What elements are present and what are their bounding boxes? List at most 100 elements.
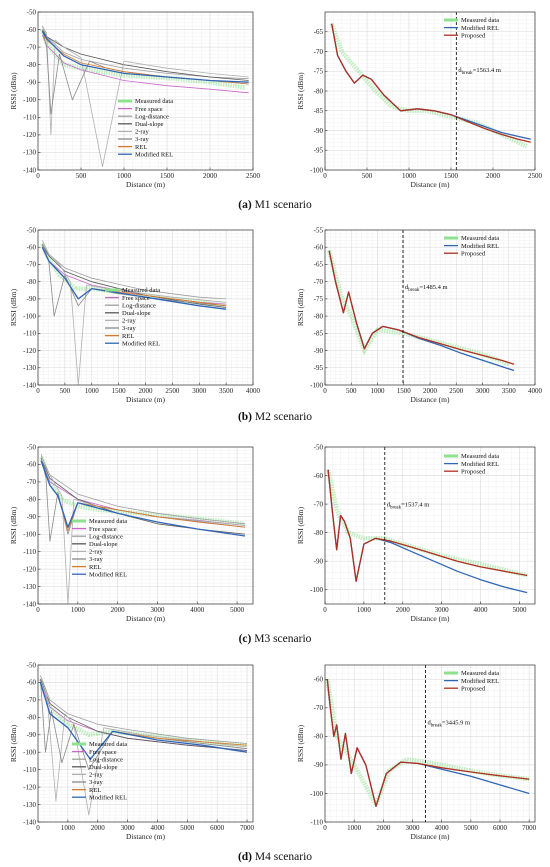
panel-8-x-tick-label: 2000 bbox=[376, 824, 391, 832]
panel-4-x-tick-label: 0 bbox=[323, 387, 327, 395]
panel-7-series-log-distance bbox=[40, 675, 248, 744]
panel-5-series-modified-rel bbox=[40, 460, 246, 537]
panel-4-x-tick-label: 1500 bbox=[397, 387, 412, 395]
panel-4-y-axis-label: RSSI (dBm) bbox=[296, 288, 305, 326]
panel-7-x-tick-label: 0 bbox=[36, 824, 40, 832]
panel-3-y-tick-label: -100 bbox=[23, 312, 36, 320]
panel-5-legend-label: Measured data bbox=[89, 518, 127, 525]
panel-7-y-tick-label: -130 bbox=[23, 801, 36, 809]
panel-4-series-proposed bbox=[328, 250, 515, 365]
panel-1-series-free-space bbox=[41, 34, 249, 94]
panel-5-y-tick-label: -50 bbox=[27, 443, 37, 451]
panel-3-x-tick-label: 500 bbox=[60, 387, 71, 395]
panel-1-series-dual-slope bbox=[41, 29, 249, 81]
panel-2-y-axis-label: RSSI (dBm) bbox=[296, 72, 305, 110]
panel-3-legend-label: Log-distance bbox=[122, 302, 156, 309]
panel-5-x-tick-label: 5000 bbox=[230, 606, 245, 614]
panel-8-x-tick-label: 7000 bbox=[522, 824, 537, 832]
panel-7-legend-label: Free space bbox=[89, 749, 117, 756]
panel-6-x-tick-label: 5000 bbox=[512, 606, 527, 614]
panel-3-y-tick-label: -80 bbox=[27, 278, 37, 286]
panel-1-series-2-ray bbox=[41, 25, 249, 167]
panel-7-legend-label: Measured data bbox=[89, 741, 127, 748]
panel-4-y-tick-label: -70 bbox=[314, 278, 324, 286]
panel-1-series-measured-data bbox=[40, 28, 245, 90]
panel-7-series-modified-rel bbox=[39, 682, 248, 760]
panel-1-x-tick-label: 1000 bbox=[117, 172, 132, 180]
panel-8-y-axis-label: RSSI (dBm) bbox=[296, 724, 305, 762]
panel-7-x-tick-label: 2000 bbox=[91, 824, 106, 832]
panel-2-dbreak-label: dbreak=1563.4 m bbox=[458, 67, 501, 76]
panel-2-x-tick-label: 0 bbox=[323, 172, 327, 180]
panel-2-series bbox=[329, 23, 531, 149]
panel-3-legend-label: 2-ray bbox=[122, 318, 136, 325]
panel-8-x-tick-label: 3000 bbox=[406, 824, 421, 832]
panel-6-y-axis-label: RSSI (dBm) bbox=[296, 506, 305, 544]
panel-1-x-tick-label: 500 bbox=[76, 172, 87, 180]
panel-6-y-tick-label: -60 bbox=[314, 472, 324, 480]
panel-7-legend-label: REL bbox=[89, 787, 101, 794]
panel-7-legend-label: 3-ray bbox=[89, 779, 103, 786]
panel-3-x-tick-label: 4000 bbox=[246, 387, 261, 395]
panel-8-frame bbox=[324, 664, 536, 823]
panel-8-y-tick-label: -70 bbox=[314, 704, 324, 712]
panel-1-x-tick-label: 2500 bbox=[246, 172, 261, 180]
panel-8-grid bbox=[324, 665, 536, 823]
panel-1-y-tick-label: -80 bbox=[27, 61, 37, 69]
panel-7-y-tick-label: -90 bbox=[27, 731, 37, 739]
panel-3-grid bbox=[37, 229, 254, 386]
panel-4-x-tick-label: 2000 bbox=[423, 387, 438, 395]
panel-3-series bbox=[40, 240, 227, 385]
panel-2-series-measured-data bbox=[329, 23, 528, 149]
panel-1-x-axis-label: Distance (m) bbox=[126, 180, 165, 189]
panel-2: dbreak=1563.4 m 0 500 1000 1500 2000 2500 -100 -… bbox=[296, 11, 543, 189]
panel-5-y-tick-label: -100 bbox=[23, 531, 36, 539]
panel-2-y-tick-label: -100 bbox=[310, 166, 323, 174]
panel-5-x-tick-label: 2000 bbox=[111, 606, 126, 614]
panel-8-series bbox=[325, 678, 530, 811]
panel-1-series bbox=[40, 25, 249, 167]
panel-6-y-tick-label: -70 bbox=[314, 500, 324, 508]
panel-7-y-tick-label: -60 bbox=[27, 679, 37, 687]
panel-1-y-tick-label: -70 bbox=[27, 43, 37, 51]
panel-2-x-tick-label: 1500 bbox=[444, 172, 459, 180]
panel-6-x-tick-label: 2000 bbox=[396, 606, 411, 614]
panel-4-series-measured-data bbox=[327, 250, 510, 367]
panel-5-x-tick-label: 4000 bbox=[190, 606, 205, 614]
panel-3-x-tick-label: 1500 bbox=[112, 387, 127, 395]
panel-1-y-tick-label: -120 bbox=[23, 131, 36, 139]
panel-5-legend-label: Log-distance bbox=[89, 533, 123, 540]
panel-3-x-axis-label: Distance (m) bbox=[126, 395, 165, 404]
panel-1-legend-label: Measured data bbox=[135, 98, 173, 105]
panel-7-y-tick-label: -120 bbox=[23, 783, 36, 791]
panel-2-legend-label: Proposed bbox=[461, 32, 486, 39]
panel-3-legend-label: Measured data bbox=[122, 287, 160, 294]
panel-7-x-tick-label: 5000 bbox=[180, 824, 195, 832]
panel-8-x-tick-label: 5000 bbox=[464, 824, 479, 832]
panel-8-legend-label: Modified REL bbox=[461, 678, 499, 685]
panel-7-y-tick-label: -80 bbox=[27, 714, 37, 722]
panel-1-y-tick-label: -90 bbox=[27, 79, 37, 87]
panel-7-series-measured-data bbox=[38, 678, 248, 748]
caption-a-text: M1 scenario bbox=[255, 199, 312, 211]
panel-2-legend-label: Modified REL bbox=[461, 25, 499, 32]
panel-5-legend-label: Dual-slope bbox=[89, 541, 118, 548]
panel-7-x-tick-label: 4000 bbox=[150, 824, 165, 832]
caption-c-text: M3 scenario bbox=[254, 633, 311, 645]
panel-1-legend-label: Modified REL bbox=[135, 151, 173, 158]
panel-7-x-axis-label: Distance (m) bbox=[126, 832, 165, 841]
panel-3-y-tick-label: -130 bbox=[23, 364, 36, 372]
panel-7-y-tick-label: -50 bbox=[27, 661, 37, 669]
panel-5-y-tick-label: -70 bbox=[27, 478, 37, 486]
panel-4-series bbox=[327, 250, 515, 372]
panel-1-legend-label: REL bbox=[135, 144, 147, 151]
panel-5-series bbox=[39, 453, 246, 604]
panel-3-legend-label: Free space bbox=[122, 295, 150, 302]
caption-d-letter: (d) bbox=[238, 851, 252, 863]
